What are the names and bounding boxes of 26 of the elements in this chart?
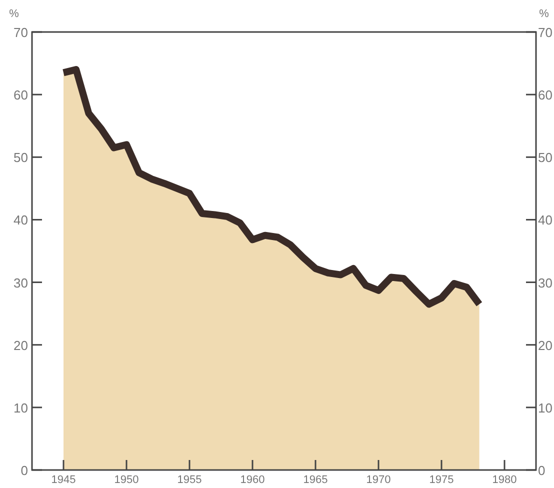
- y2-tick-label: 50: [538, 150, 552, 166]
- y2-tick-label: 70: [538, 25, 552, 40]
- y2-tick-label: 20: [538, 338, 552, 353]
- y-tick-label: 20: [14, 338, 28, 353]
- y2-tick-label: 10: [538, 400, 552, 416]
- x-tick-label: 1975: [429, 474, 454, 486]
- x-tick-label: 1945: [51, 474, 76, 486]
- y2-tick-label: 30: [538, 275, 552, 290]
- x-tick-label: 1970: [366, 474, 391, 486]
- y-tick-label: 60: [14, 88, 28, 103]
- y2-axis-title: %: [539, 8, 550, 20]
- y2-tick-label: 40: [538, 212, 552, 228]
- y-axis-title: %: [9, 8, 20, 20]
- y2-tick-label: 60: [538, 88, 552, 103]
- x-tick-label: 1980: [492, 474, 517, 486]
- y-tick-label: 70: [14, 25, 28, 40]
- y-tick-label: 0: [20, 463, 28, 478]
- x-tick-label: 1960: [240, 474, 265, 486]
- y-tick-label: 40: [14, 212, 28, 228]
- y-tick-label: 30: [14, 275, 28, 290]
- y-tick-label: 10: [14, 400, 28, 416]
- x-tick-label: 1965: [303, 474, 328, 486]
- x-tick-label: 1950: [114, 474, 139, 486]
- y2-tick-label: 0: [538, 463, 546, 478]
- y-tick-label: 50: [14, 150, 28, 166]
- x-tick-label: 1955: [177, 474, 202, 486]
